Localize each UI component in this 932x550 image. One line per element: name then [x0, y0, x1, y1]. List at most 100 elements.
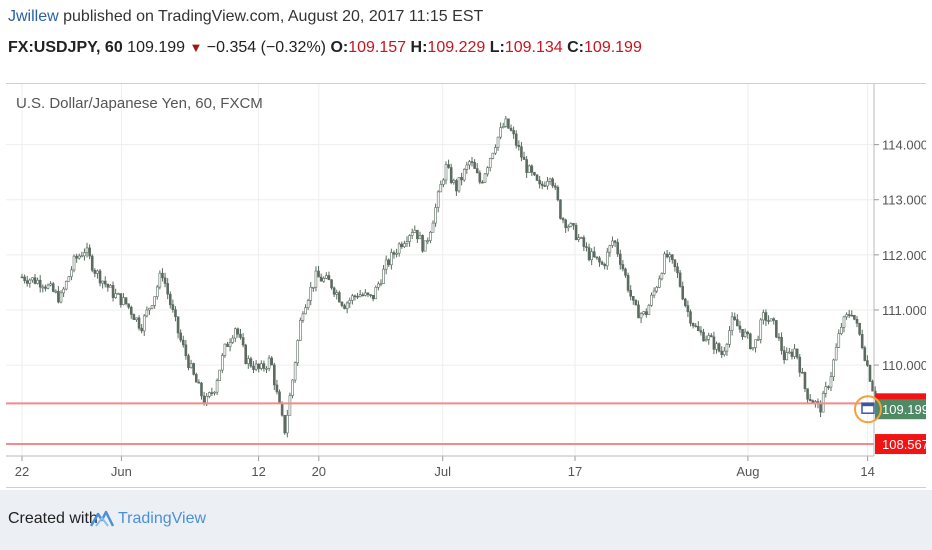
candle-body — [494, 147, 497, 154]
candle-body — [280, 402, 284, 416]
y-tick-label: 113.000 — [882, 193, 926, 208]
candle-body — [496, 136, 500, 148]
candle-body — [863, 347, 867, 361]
candle-body — [397, 243, 401, 254]
candle-body — [267, 357, 271, 369]
candle-body — [103, 280, 107, 285]
candle-body — [637, 304, 640, 319]
y-axis[interactable]: 114.000 113.000 112.000 111.000 110.000 — [874, 138, 926, 373]
candle-body — [356, 295, 359, 298]
symbol-label: FX:USDJPY, 60 — [8, 39, 123, 56]
last-price: 109.199 — [127, 39, 186, 56]
candle-body — [462, 169, 466, 181]
high-label: H: — [410, 39, 428, 56]
candle-body — [517, 145, 521, 147]
candle-body — [423, 240, 427, 252]
candle-body — [122, 297, 125, 305]
candle-body — [374, 287, 378, 300]
candle-body — [405, 241, 409, 244]
candle-body — [715, 343, 718, 350]
candle-body — [163, 277, 167, 284]
candle-body — [832, 359, 835, 378]
candle-body — [106, 283, 110, 288]
candle-body — [629, 290, 632, 297]
candle-body — [452, 180, 456, 183]
candle-body — [220, 355, 224, 371]
candle-body — [189, 363, 193, 368]
candle-body — [181, 339, 185, 346]
x-axis[interactable]: 22 Jun 12 20 Jul 17 Aug 14 — [6, 455, 875, 479]
candle-body — [447, 164, 450, 168]
candle-body — [697, 326, 700, 331]
candle-body — [600, 261, 604, 265]
price-chart[interactable]: 114.000 113.000 112.000 111.000 110.000 22 Ju… — [6, 84, 926, 489]
candle-body — [33, 277, 37, 284]
candle-body — [309, 286, 313, 301]
candle-body — [860, 334, 864, 348]
x-tick-label: 20 — [312, 464, 326, 479]
candle-body — [655, 287, 658, 292]
candle-body — [671, 254, 674, 261]
candle-body — [681, 286, 685, 300]
candle-body — [194, 374, 198, 383]
candle-body — [785, 352, 789, 361]
open-value: 109.157 — [348, 39, 407, 56]
candle-body — [481, 181, 484, 184]
candle-body — [624, 268, 627, 276]
author-link[interactable]: Jwillew — [8, 8, 59, 25]
y-tick-label: 112.000 — [882, 248, 926, 263]
candle-body — [351, 295, 354, 301]
candle-body — [98, 270, 102, 284]
candle-body — [847, 314, 851, 316]
candle-body — [426, 240, 430, 242]
candle-body — [621, 264, 625, 270]
candle-body — [829, 376, 833, 388]
y-tick-label: 110.000 — [882, 358, 926, 373]
candle-body — [304, 307, 307, 315]
candle-body — [223, 343, 227, 356]
candle-body — [579, 237, 583, 239]
candle-body — [546, 181, 549, 187]
candle-body — [728, 330, 731, 345]
candle-body — [207, 392, 211, 397]
candle-body — [663, 253, 666, 274]
candle-body — [470, 161, 474, 163]
candle-body — [166, 283, 169, 295]
candle-body — [707, 335, 711, 340]
candle-body — [733, 316, 737, 320]
candle-body — [57, 290, 60, 303]
candle-body — [767, 320, 770, 322]
horizontal-lines[interactable] — [6, 402, 874, 446]
candle-body — [483, 173, 487, 183]
candle-body — [790, 351, 794, 357]
chart-title: U.S. Dollar/Japanese Yen, 60, FXCM — [16, 95, 263, 112]
candle-body — [788, 351, 791, 354]
candle-body — [442, 179, 445, 185]
candle-body — [613, 240, 617, 243]
candle-body — [504, 118, 508, 127]
candle-body — [369, 294, 372, 296]
candle-body — [871, 381, 874, 392]
candle-body — [392, 252, 396, 255]
hline-price-marker — [875, 434, 926, 455]
candle-body — [527, 165, 531, 173]
candle-body — [62, 288, 65, 294]
candle-body — [364, 292, 367, 296]
tradingview-logo-icon[interactable] — [89, 508, 115, 533]
candle-body — [803, 372, 807, 389]
candle-body — [665, 253, 669, 258]
candle-body — [556, 186, 560, 201]
candle-body — [535, 174, 539, 181]
chart-area[interactable]: 114.000 113.000 112.000 111.000 110.000 22 Ju… — [6, 83, 926, 488]
candle-body — [145, 309, 149, 317]
candle-body — [777, 336, 781, 339]
tradingview-brand-link[interactable]: TradingView — [118, 510, 207, 527]
candle-body — [673, 259, 677, 268]
symbol-ohlc-line: FX:USDJPY, 60 109.199 ▼ −0.354 (−0.32%) … — [8, 35, 642, 61]
candle-body — [77, 255, 81, 259]
candle-body — [678, 272, 682, 287]
grid — [6, 84, 874, 456]
candle-body — [353, 295, 357, 298]
candle-body — [548, 178, 552, 182]
candle-body — [772, 318, 776, 321]
